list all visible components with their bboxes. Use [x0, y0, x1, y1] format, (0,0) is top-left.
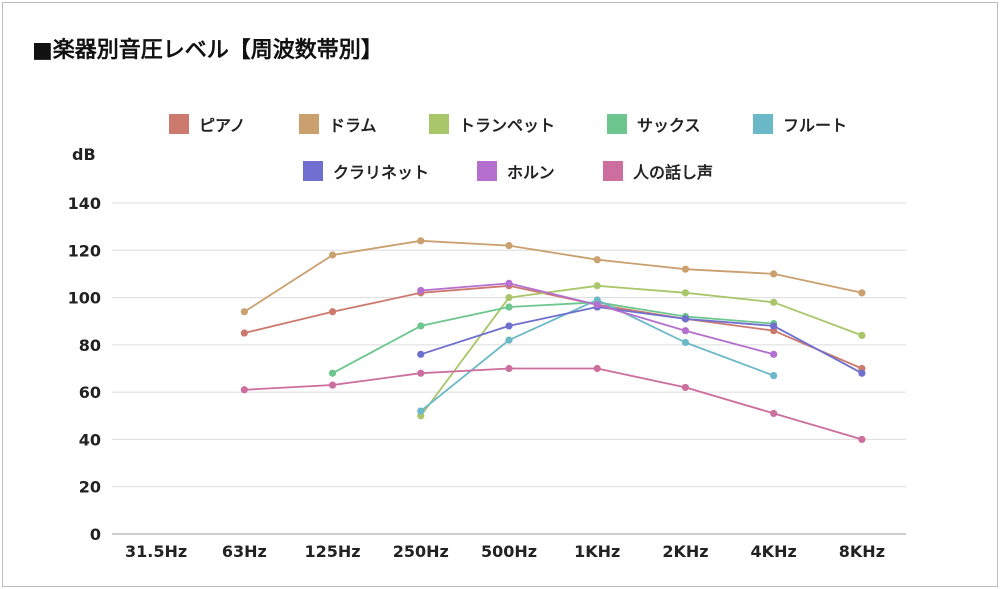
data-point	[240, 308, 248, 316]
data-point	[593, 256, 601, 264]
x-tick-label: 1KHz	[574, 542, 620, 561]
data-point	[681, 289, 690, 297]
x-tick-label: 250Hz	[393, 542, 449, 561]
data-point	[505, 364, 513, 373]
data-point	[417, 407, 425, 415]
legend-label: 人の話し声	[633, 163, 713, 182]
y-tick-label: 140	[68, 194, 101, 213]
data-point	[505, 303, 513, 311]
data-point	[858, 435, 866, 444]
data-point	[681, 327, 690, 335]
data-point	[505, 336, 513, 344]
data-point	[681, 338, 690, 347]
legend-item: ピアノ	[169, 114, 246, 135]
y-tick-label: 20	[79, 478, 101, 497]
data-point	[681, 265, 690, 273]
series-line	[332, 301, 774, 374]
series-line	[420, 298, 775, 412]
x-tick-label: 63Hz	[222, 542, 267, 561]
data-point	[505, 241, 513, 250]
legend-item: 人の話し声	[603, 161, 713, 182]
legend-swatch	[169, 114, 189, 134]
data-point	[681, 315, 690, 323]
data-point	[770, 298, 778, 306]
data-point	[770, 270, 778, 278]
series-lines	[243, 239, 863, 441]
legend-label: クラリネット	[333, 163, 429, 182]
legend-item: クラリネット	[303, 161, 429, 182]
data-point	[417, 350, 425, 358]
legend-label: ピアノ	[199, 116, 246, 135]
legend-item: サックス	[607, 114, 701, 135]
data-point	[770, 371, 778, 380]
data-point	[770, 350, 778, 358]
data-point	[681, 383, 690, 392]
series-line	[420, 284, 863, 417]
series-line	[244, 284, 863, 370]
legend-swatch	[603, 161, 623, 181]
data-point	[505, 322, 513, 330]
data-point	[417, 322, 425, 330]
legend-swatch	[753, 114, 773, 134]
data-point	[505, 279, 513, 287]
x-tick-label: 31.5Hz	[125, 542, 187, 561]
y-tick-label: 60	[79, 383, 101, 402]
data-point	[328, 308, 337, 316]
series-line	[420, 306, 863, 374]
x-tick-label: 500Hz	[481, 542, 537, 561]
data-point	[770, 322, 778, 330]
data-point	[328, 251, 337, 259]
legend-item: ドラム	[299, 114, 377, 135]
data-point	[593, 301, 601, 309]
data-point	[593, 364, 601, 373]
x-axis-ticks: 31.5Hz 63Hz 125Hz 250Hz 500Hz 1KHz 2KHz 4KHz 8KH…	[125, 542, 885, 561]
legend-label: ホルン	[507, 163, 555, 182]
x-tick-label: 125Hz	[305, 542, 361, 561]
legend-item: フルート	[753, 114, 847, 135]
data-point	[858, 289, 866, 297]
data-point	[417, 369, 425, 377]
legend-label: ドラム	[329, 116, 377, 135]
y-axis-ticks: 0 20 40 60 80 100 120 140	[68, 194, 101, 544]
legend-swatch	[607, 114, 627, 134]
legend-swatch	[303, 161, 323, 181]
legend-swatch	[299, 114, 319, 134]
y-tick-label: 80	[79, 336, 101, 355]
data-point	[593, 282, 601, 290]
series-points	[240, 237, 866, 444]
legend-label: トランペット	[459, 116, 555, 135]
legend-label: フルート	[783, 116, 847, 135]
legend-label: サックス	[637, 116, 701, 135]
legend-item: ホルン	[477, 161, 555, 182]
y-axis-label: dB	[72, 145, 96, 164]
y-tick-label: 100	[68, 289, 101, 308]
y-tick-label: 40	[79, 430, 101, 449]
x-tick-label: 8KHz	[839, 542, 885, 561]
y-tick-label: 0	[90, 525, 101, 544]
data-point	[240, 329, 248, 337]
data-point	[858, 331, 866, 339]
data-point	[417, 286, 425, 295]
data-point	[240, 386, 248, 394]
chart-title: ■楽器別音圧レベル【周波数帯別】	[32, 37, 383, 63]
data-point	[328, 381, 337, 389]
x-tick-label: 4KHz	[751, 542, 797, 561]
data-point	[858, 369, 866, 377]
legend-swatch	[429, 114, 449, 134]
legend-item: トランペット	[429, 114, 555, 135]
y-tick-label: 120	[68, 241, 101, 260]
data-point	[505, 293, 513, 302]
data-point	[328, 369, 337, 377]
data-point	[417, 237, 425, 245]
data-point	[770, 409, 778, 418]
x-tick-label: 2KHz	[662, 542, 708, 561]
series-line	[243, 239, 863, 313]
series-line	[244, 367, 863, 441]
legend-swatch	[477, 161, 497, 181]
